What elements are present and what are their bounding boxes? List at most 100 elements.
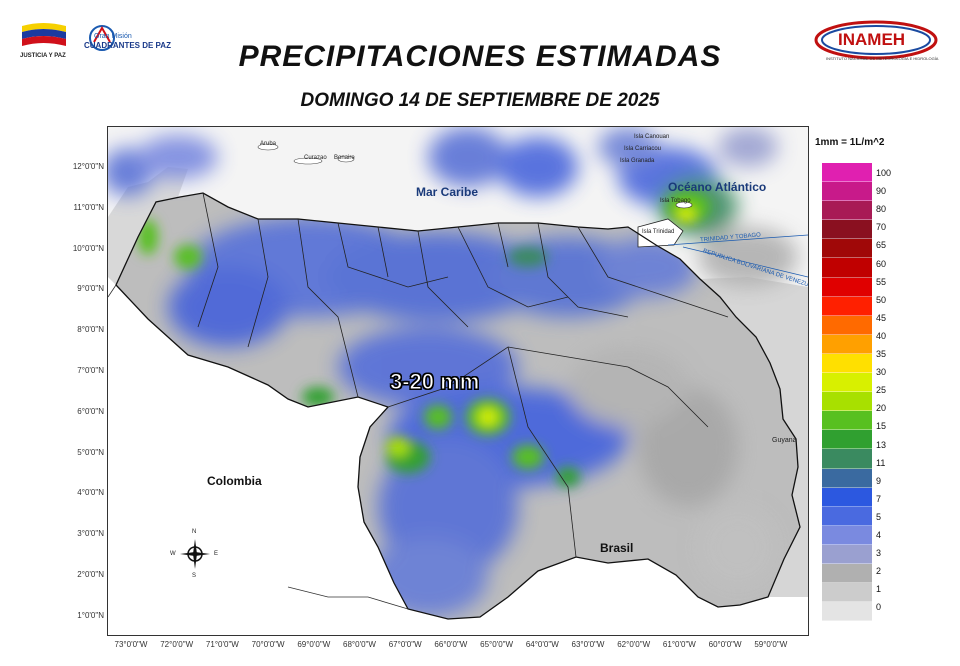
legend-value: 1: [876, 584, 882, 595]
longitude-label: 64°0'0"W: [525, 640, 559, 649]
legend-swatch: [822, 392, 872, 412]
legend-value: 35: [876, 349, 887, 359]
inameh-ring-icon: [814, 20, 938, 60]
label-mar-caribe: Mar Caribe: [416, 185, 479, 199]
legend-swatch: [822, 602, 872, 622]
legend-swatch: [822, 296, 872, 316]
compass-s: S: [192, 573, 197, 579]
precipitation-range-label: 3-20 mm: [389, 369, 480, 395]
longitude-label: 65°0'0"W: [480, 640, 514, 649]
legend-value: 25: [876, 385, 887, 396]
latitude-label: 5°0'0"N: [77, 447, 104, 457]
compass-n: N: [192, 529, 197, 535]
legend-value: 4: [876, 530, 882, 540]
logo-mission-line1: Gran Misión: [94, 33, 132, 40]
legend-swatch: [822, 163, 872, 183]
precipitation-map: Mar Caribe Océano Atlántico Colombia Bra…: [107, 126, 809, 636]
legend-title: 1mm = 1L/m^2: [815, 137, 885, 148]
legend-swatch: [822, 621, 872, 641]
legend-value: 3: [876, 548, 882, 559]
latitude-label: 7°0'0"N: [77, 366, 104, 375]
compass-rose: N S E W: [170, 529, 220, 581]
legend-swatch: [822, 182, 872, 202]
logo-mission-line2: CUADRANTES DE PAZ: [84, 41, 171, 50]
longitude-label: 72°0'0"W: [160, 640, 194, 649]
label-canouan: Isla Canouan: [634, 134, 670, 140]
legend-swatch: [822, 201, 872, 221]
latitude-label: 1°0'0"N: [77, 610, 104, 620]
longitude-label: 59°0'0"W: [754, 640, 788, 649]
legend-value: 55: [876, 276, 887, 287]
latitude-label: 12°0'0"N: [72, 162, 104, 171]
longitude-label: 63°0'0"W: [571, 640, 605, 649]
legend-value: 9: [876, 475, 882, 486]
label-guyana: Guyana: [772, 437, 797, 444]
legend-swatch: [822, 430, 872, 450]
government-logo: JUSTICIA Y PAZ Gran Misión CUADRANTES DE…: [18, 20, 188, 66]
longitude-label: 70°0'0"W: [251, 640, 285, 649]
latitude-label: 6°0'0"N: [77, 406, 104, 416]
label-aruba: Aruba: [260, 141, 277, 147]
legend-value: 20: [876, 403, 887, 414]
map-canvas: [108, 127, 808, 635]
longitude-label: 66°0'0"W: [434, 640, 468, 649]
legend-value: 13: [876, 439, 887, 450]
latitude-label: 8°0'0"N: [77, 325, 104, 335]
legend-value: 40: [876, 330, 887, 341]
legend-value: 60: [876, 258, 887, 269]
longitude-label: 60°0'0"W: [708, 640, 742, 649]
legend-value: 0: [876, 602, 882, 613]
page-title: PRECIPITACIONES ESTIMADAS: [238, 40, 722, 73]
legend-swatch: [822, 411, 872, 431]
legend-swatch: [822, 583, 872, 603]
legend-value: 100: [876, 168, 892, 178]
legend-swatch: [822, 449, 872, 469]
inameh-caption: INSTITUTO NACIONAL DE METEOROLOGÍA E HID…: [826, 56, 939, 61]
legend-value: 50: [876, 294, 887, 305]
inameh-logo: INAMEH INSTITUTO NACIONAL DE METEOROLOGÍ…: [812, 18, 942, 66]
legend-value: 30: [876, 367, 887, 378]
legend-swatch: [822, 525, 872, 545]
latitude-label: 3°0'0"N: [77, 529, 104, 539]
label-trinidad: Isla Trinidad: [642, 229, 675, 235]
legend-value: 45: [876, 312, 887, 323]
label-tobago: Isla Tobago: [660, 198, 691, 204]
legend-swatch: [822, 544, 872, 564]
legend-swatch: [822, 373, 872, 393]
label-carriacou: Isla Carriacou: [624, 146, 662, 152]
legend-value: 5: [876, 511, 882, 522]
legend-swatch: [822, 563, 872, 584]
legend-swatch: [822, 468, 872, 488]
longitude-label: 68°0'0"W: [343, 640, 376, 649]
legend-swatch: [822, 277, 872, 297]
legend-swatch: [822, 506, 872, 526]
legend-swatch: [822, 258, 872, 278]
compass-e: E: [214, 551, 219, 557]
longitude-label: 62°0'0"W: [617, 640, 651, 649]
precipitation-legend: [822, 163, 872, 641]
legend-swatch: [822, 487, 872, 507]
compass-icon: [180, 539, 210, 569]
latitude-label: 2°0'0"N: [77, 570, 104, 579]
latitude-label: 4°0'0"N: [77, 488, 104, 498]
longitude-label: 73°0'0"W: [114, 640, 148, 649]
legend-value: 65: [876, 240, 887, 251]
label-curazao: Curazao: [304, 155, 327, 161]
label-granada: Isla Granada: [620, 158, 655, 164]
legend-swatch: [822, 239, 872, 259]
latitude-label: 11°0'0"N: [73, 202, 104, 212]
legend-value: 70: [876, 222, 887, 233]
venezuela-flag-icon: [22, 23, 115, 51]
page-subtitle: DOMINGO 14 DE SEPTIEMBRE DE 2025: [300, 90, 660, 111]
longitude-label: 61°0'0"W: [662, 640, 696, 649]
legend-swatch: [822, 334, 872, 354]
legend-value: 11: [876, 457, 886, 468]
label-brasil: Brasil: [600, 541, 634, 555]
latitude-label: 9°0'0"N: [77, 284, 104, 294]
logo-left-caption: JUSTICIA Y PAZ: [20, 53, 66, 59]
legend-value: 80: [876, 204, 887, 215]
legend-value: 7: [876, 493, 882, 504]
legend-value: 2: [876, 566, 882, 577]
longitude-label: 71°0'0"W: [205, 640, 239, 649]
latitude-label: 10°0'0"N: [72, 243, 104, 253]
